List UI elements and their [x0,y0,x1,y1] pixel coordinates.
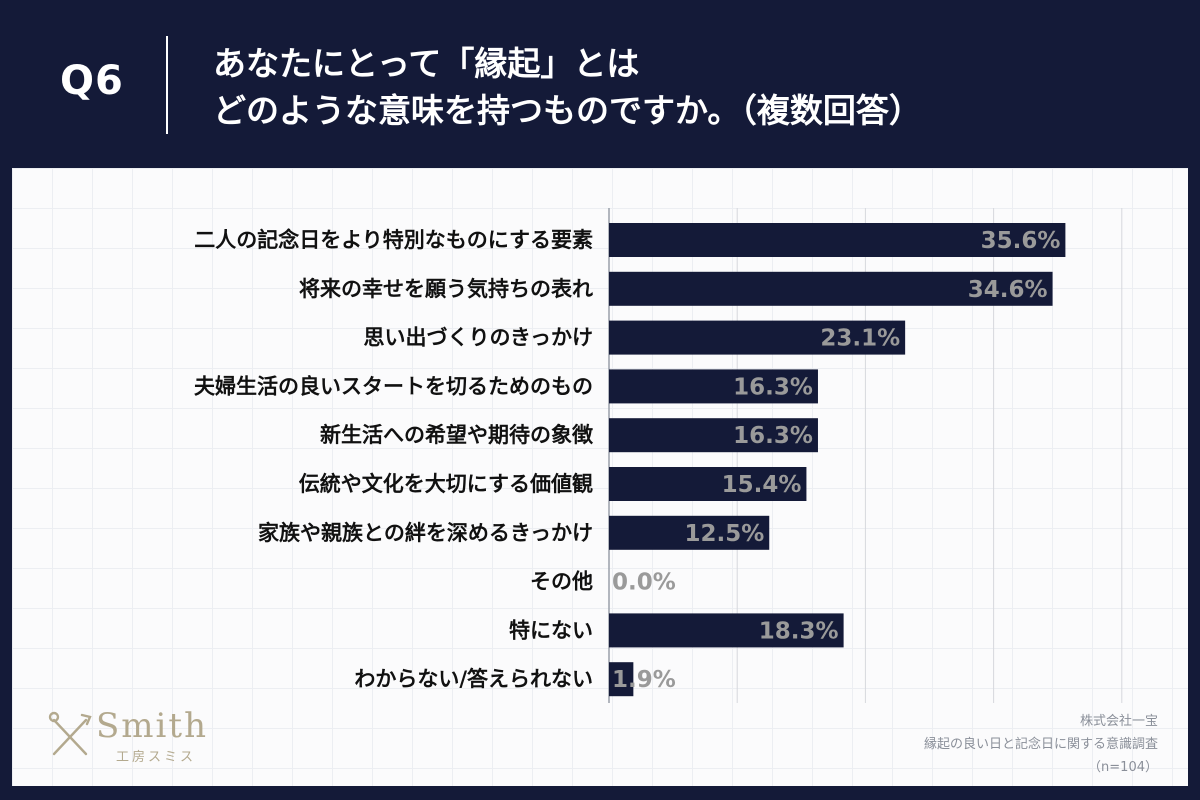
category-label: 家族や親族との絆を深めるきっかけ [258,521,593,545]
logo-wordmark: Smith [96,706,208,746]
question-title-line-2: どのような意味を持つものですか。（複数回答） [213,91,922,130]
category-label: 伝統や文化を大切にする価値観 [299,472,593,496]
bar [609,369,818,404]
bar [609,320,906,355]
data-label: 15.4% [722,472,802,498]
source-company: 株式会社一宝 [1079,714,1158,729]
question-header: Q6 あなたにとって「縁起」とは どのような意味を持つものですか。（複数回答） [0,0,1200,168]
bar [609,515,770,550]
data-label: 1.9% [612,667,676,693]
question-number: Q6 [60,58,124,104]
category-label: 将来の幸せを願う気持ちの表れ [299,277,593,301]
category-label: その他 [530,570,593,594]
bar [609,418,818,453]
data-label: 23.1% [820,326,900,352]
bar [609,662,634,697]
data-label: 34.6% [968,277,1048,303]
source-sample: （n=104） [1088,760,1158,775]
category-label: わからない/答えられない [354,667,593,691]
source-note: 株式会社一宝 縁起の良い日と記念日に関する意識調査 （n=104） [924,710,1158,779]
source-survey: 縁起の良い日と記念日に関する意識調査 [923,737,1158,752]
logo-subtitle: 工房スミス [116,750,197,765]
category-label: 思い出づくりのきっかけ [363,326,593,350]
category-label: 新生活への希望や期待の象徴 [320,423,594,447]
question-title: あなたにとって「縁起」とは どのような意味を持つものですか。（複数回答） [213,40,922,134]
header-divider [166,36,168,134]
crossed-tools-icon [48,711,92,756]
data-label: 18.3% [759,618,839,644]
data-label: 0.0% [612,570,676,596]
bar [609,613,844,648]
data-label: 35.6% [981,228,1061,254]
data-label: 16.3% [733,374,813,400]
bar [609,223,1066,257]
category-label: 二人の記念日をより特別なものにする要素 [194,228,593,252]
bar [609,467,807,501]
data-label: 16.3% [733,423,813,449]
bar [609,271,1053,306]
question-title-line-1: あなたにとって「縁起」とは [213,44,640,83]
bar-chart: 二人の記念日をより特別なものにする要素 35.6% 将来の幸せを願う気持ちの表れ 34… [194,208,1123,703]
chart-panel: 二人の記念日をより特別なものにする要素 35.6% 将来の幸せを願う気持ちの表れ 34… [12,168,1188,786]
data-label: 12.5% [684,521,764,547]
category-label: 夫婦生活の良いスタートを切るためのもの [194,374,593,398]
category-label: 特にない [509,618,593,642]
